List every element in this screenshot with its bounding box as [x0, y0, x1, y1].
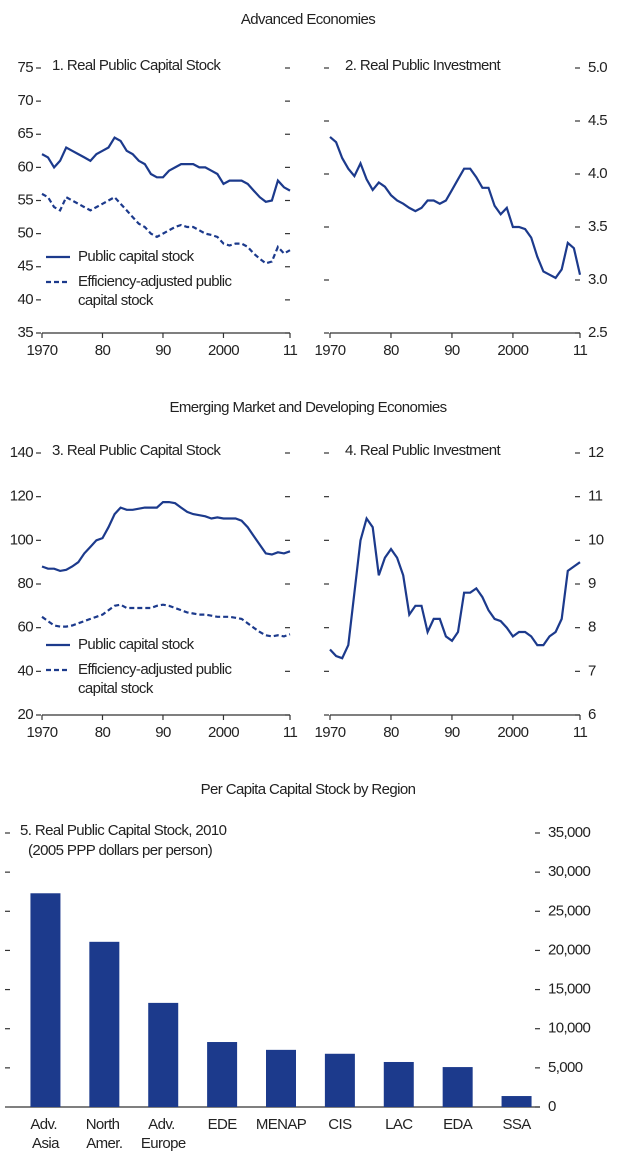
legend-label: Efficiency-adjusted public capital stock — [78, 661, 235, 697]
y-tick-label: 6 — [588, 706, 596, 723]
x-tick-label: EDA — [443, 1116, 473, 1133]
x-tick-label: 1970 — [27, 342, 58, 359]
y-tick-label: 60 — [18, 158, 34, 175]
x-tick-label: 11 — [283, 724, 298, 741]
y-tick-label: 60 — [18, 619, 34, 636]
bar — [266, 1049, 296, 1107]
bar — [324, 1053, 355, 1107]
chart-subtitle: (2005 PPP dollars per person) — [28, 842, 213, 859]
x-tick-label: CIS — [328, 1116, 352, 1133]
x-tick-label: 90 — [444, 342, 460, 359]
y-tick-label: 10 — [588, 531, 604, 548]
legend-label: Public capital stock — [78, 636, 195, 653]
bar — [442, 1067, 473, 1107]
y-tick-label: 65 — [18, 125, 34, 142]
y-tick-label: 5.0 — [588, 59, 607, 76]
x-tick-label: EDE — [208, 1116, 238, 1133]
y-tick-label: 4.0 — [588, 165, 607, 182]
x-tick-label: 1970 — [315, 724, 346, 741]
legend-label: Public capital stock — [78, 248, 195, 265]
y-tick-label: 3.0 — [588, 271, 607, 288]
data-line — [41, 603, 291, 638]
y-tick-label: 70 — [18, 92, 34, 109]
x-tick-label: 90 — [444, 724, 460, 741]
y-tick-label: 10,000 — [548, 1020, 591, 1037]
x-tick-label: 80 — [95, 342, 111, 359]
x-tick-label: 1970 — [315, 342, 346, 359]
y-tick-label: 35 — [18, 324, 34, 341]
legend-label: Efficiency-adjusted public capital stock — [78, 273, 235, 309]
y-tick-label: 75 — [18, 59, 34, 76]
y-tick-label: 15,000 — [548, 981, 591, 998]
y-tick-label: 30,000 — [548, 863, 591, 880]
bar — [89, 941, 120, 1107]
x-tick-label: 2000 — [208, 342, 239, 359]
x-tick-label: 11 — [573, 724, 588, 741]
y-tick-label: 25,000 — [548, 902, 591, 919]
x-tick-label: LAC — [385, 1116, 413, 1133]
section-heading: Per Capita Capital Stock by Region — [201, 781, 416, 798]
y-tick-label: 50 — [18, 225, 34, 242]
y-tick-label: 20 — [18, 706, 34, 723]
chart-title: 1. Real Public Capital Stock — [52, 57, 221, 74]
section-heading: Emerging Market and Developing Economies — [170, 399, 447, 416]
y-tick-label: 35,000 — [548, 824, 591, 841]
data-line — [41, 501, 291, 573]
chart-title: 3. Real Public Capital Stock — [52, 442, 221, 459]
x-tick-label: Adv. Europe — [141, 1116, 186, 1152]
x-tick-label: Adv. Asia — [30, 1116, 60, 1152]
x-tick-label: 2000 — [497, 342, 528, 359]
chart-title: 4. Real Public Investment — [345, 442, 502, 459]
y-tick-label: 7 — [588, 662, 596, 679]
data-line — [329, 515, 581, 660]
y-tick-label: 45 — [18, 258, 34, 275]
y-tick-label: 11 — [588, 488, 603, 505]
y-tick-label: 140 — [10, 444, 33, 461]
section-heading: Advanced Economies — [241, 11, 375, 28]
x-tick-label: 1970 — [27, 724, 58, 741]
y-tick-label: 3.5 — [588, 218, 607, 235]
x-tick-label: 90 — [155, 724, 171, 741]
x-tick-label: 2000 — [208, 724, 239, 741]
x-tick-label: 80 — [95, 724, 111, 741]
x-tick-label: 90 — [155, 342, 171, 359]
x-tick-label: 11 — [283, 342, 298, 359]
y-tick-label: 20,000 — [548, 941, 591, 958]
x-tick-label: North Amer. — [86, 1116, 123, 1152]
y-tick-label: 2.5 — [588, 324, 607, 341]
y-tick-label: 9 — [588, 575, 596, 592]
y-tick-label: 12 — [588, 444, 604, 461]
x-tick-label: SSA — [502, 1116, 531, 1133]
y-tick-label: 100 — [10, 531, 33, 548]
bar — [30, 893, 61, 1107]
x-tick-label: 2000 — [497, 724, 528, 741]
x-tick-label: 80 — [383, 724, 399, 741]
data-line — [41, 136, 291, 203]
y-tick-label: 55 — [18, 191, 34, 208]
bar — [148, 1002, 179, 1107]
chart-title: 5. Real Public Capital Stock, 2010 — [20, 822, 227, 839]
y-tick-label: 40 — [18, 662, 34, 679]
x-tick-label: MENAP — [256, 1116, 307, 1133]
bar — [383, 1061, 414, 1107]
data-line — [41, 192, 291, 265]
y-tick-label: 4.5 — [588, 112, 607, 129]
chart-title: 2. Real Public Investment — [345, 57, 502, 74]
x-tick-label: 11 — [573, 342, 588, 359]
y-tick-label: 80 — [18, 575, 34, 592]
y-tick-label: 0 — [548, 1098, 556, 1115]
bar — [501, 1096, 532, 1107]
y-tick-label: 5,000 — [548, 1059, 583, 1076]
x-tick-label: 80 — [383, 342, 399, 359]
y-tick-label: 120 — [10, 488, 33, 505]
bar — [207, 1042, 238, 1107]
y-tick-label: 40 — [18, 291, 34, 308]
y-tick-label: 8 — [588, 619, 596, 636]
data-line — [329, 136, 582, 280]
